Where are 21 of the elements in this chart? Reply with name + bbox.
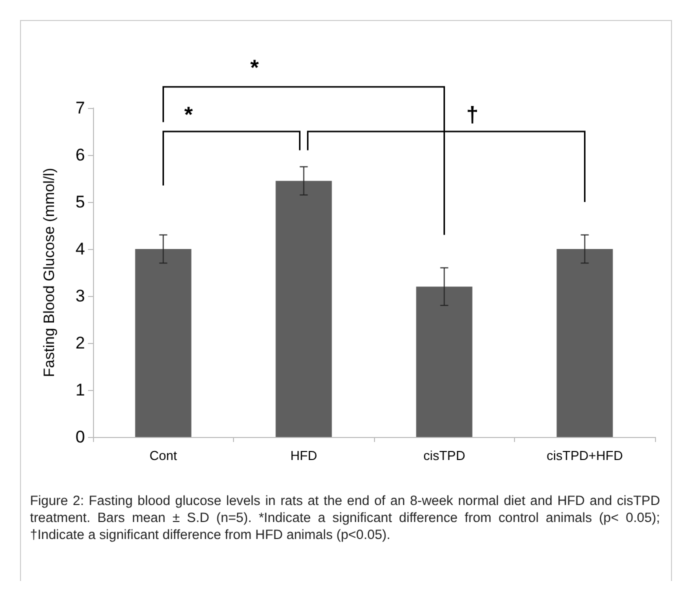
bar: [416, 286, 472, 437]
y-tick-label: 7: [76, 98, 85, 118]
y-tick-label: 0: [76, 428, 85, 446]
bar: [135, 249, 192, 437]
y-tick-label: 6: [76, 146, 85, 164]
y-tick-label: 1: [76, 380, 85, 400]
y-tick-label: 5: [76, 192, 85, 212]
bar: [276, 180, 332, 437]
y-axis-title: Fasting Blood Glucose (mmol/l): [41, 168, 58, 378]
y-tick-label: 2: [76, 334, 85, 352]
caption: Figure 2: Fasting blood glucose levels in rats at the end of an 8-week normal diet and HFD and cisTPD treatment. Bars mean ± S.D (n=5). *Indicate a significant difference from control animals (p< 0.05); †Indicate a significant difference from HFD animals (p<0.05).: [30, 492, 660, 543]
annotation: *: [184, 102, 194, 128]
x-tick-label: HFD: [290, 448, 318, 463]
x-tick-label: cisTPD+HFD: [546, 448, 623, 463]
x-tick-label: Cont: [150, 448, 178, 463]
y-tick-label: 3: [76, 286, 85, 306]
annotation: †: [466, 102, 478, 128]
bar: [556, 249, 613, 437]
text: *: [250, 55, 260, 80]
y-tick-label: 4: [76, 240, 85, 258]
x-tick-label: cisTPD: [423, 448, 466, 463]
